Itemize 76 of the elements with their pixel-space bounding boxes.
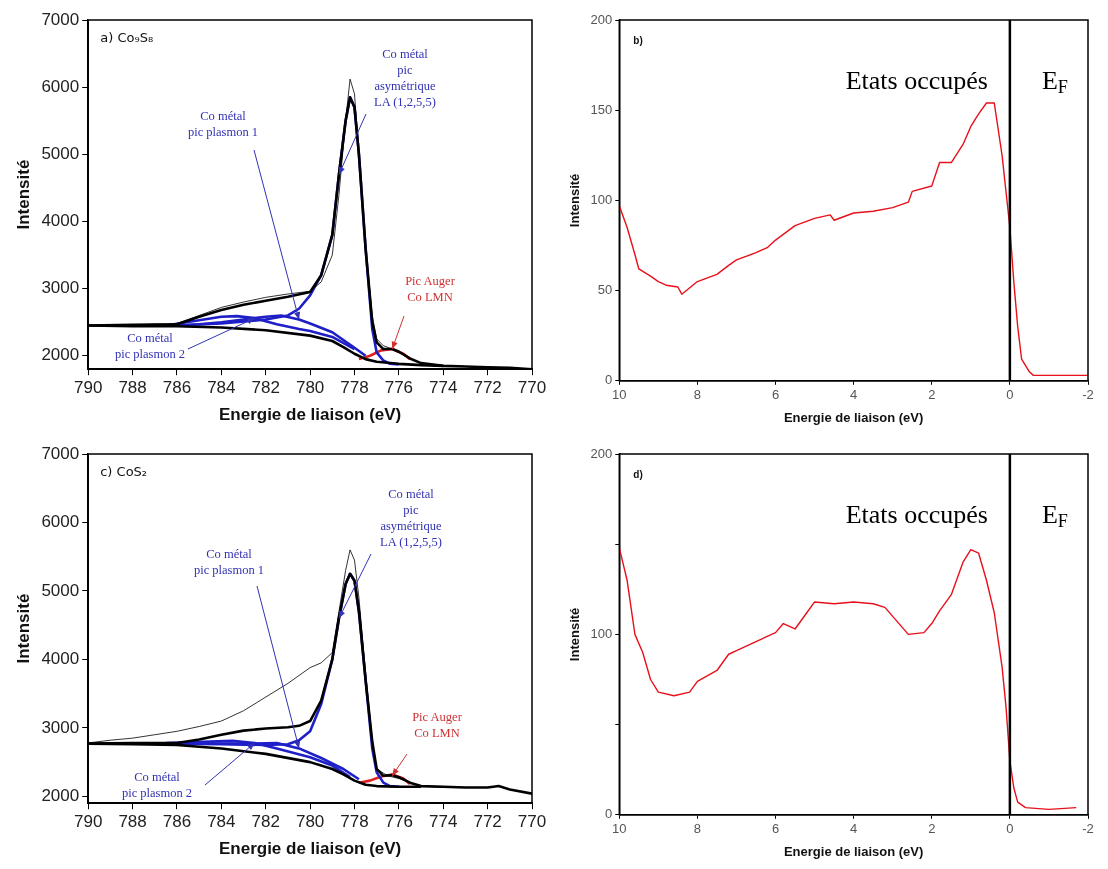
y-tick-label: 5000 (41, 580, 80, 600)
x-tick-label: 10 (612, 387, 627, 403)
x-tick-label: 4 (850, 387, 858, 403)
y-axis-title: Intensité (567, 173, 583, 228)
x-tick-label: 776 (384, 378, 414, 398)
annotation: Co métal pic plasmon 1 (187, 109, 259, 140)
x-tick-label: 776 (384, 812, 414, 832)
y-tick-label: 100 (590, 625, 613, 641)
x-tick-label: 780 (295, 812, 325, 832)
x-tick-label: 2 (928, 387, 936, 403)
annotation: Co métal pic plasmon 1 (193, 547, 265, 578)
annotation: Co métal pic plasmon 2 (121, 770, 193, 801)
x-axis-title: Energie de liaison (eV) (783, 843, 924, 859)
y-tick-label: 6000 (41, 76, 80, 96)
annotation: Co métal pic asymétrique LA (1,2,5,5) (374, 47, 436, 110)
x-tick-label: 770 (517, 378, 547, 398)
y-tick-label: 4000 (41, 649, 80, 669)
x-tick-label: 786 (162, 812, 192, 832)
text: a) Co₉S₈ (100, 29, 154, 45)
x-axis-title: Energie de liaison (eV) (218, 405, 402, 425)
x-tick-label: 6 (771, 821, 780, 837)
x-tick-label: 774 (429, 378, 458, 398)
x-tick-label: 0 (1006, 387, 1014, 403)
annotation: Etats occupés (845, 65, 988, 95)
text: c) CoS₂ (100, 463, 148, 479)
x-tick-label: 784 (207, 812, 236, 832)
x-tick-label: 778 (340, 378, 369, 398)
x-tick-label: -2 (1082, 821, 1094, 837)
x-tick-label: 8 (693, 821, 702, 837)
annotation: Co métal pic plasmon 2 (114, 331, 186, 362)
x-axis-title: Energie de liaison (eV) (218, 839, 402, 859)
y-tick-label: 4000 (41, 211, 80, 231)
y-tick-label: 200 (590, 11, 613, 27)
y-tick-label: 200 (590, 445, 613, 461)
y-axis-title: Intensité (567, 607, 583, 662)
y-tick-label: 100 (590, 191, 613, 207)
text: d) (633, 468, 643, 480)
x-tick-label: 784 (207, 378, 236, 398)
x-tick-label: 4 (850, 821, 858, 837)
x-tick-label: 788 (118, 812, 147, 832)
y-tick-label: 7000 (41, 9, 80, 29)
y-tick-label: 3000 (41, 717, 80, 737)
y-tick-label: 50 (597, 282, 613, 298)
y-axis-title: Intensité (13, 593, 33, 664)
x-tick-label: 790 (74, 378, 103, 398)
x-tick-label: -2 (1082, 387, 1094, 403)
x-tick-label: 772 (473, 378, 502, 398)
annotation: Pic Auger Co LMN (412, 710, 463, 741)
x-tick-label: 772 (473, 812, 502, 832)
y-tick-label: 7000 (41, 443, 80, 463)
x-tick-label: 786 (162, 378, 192, 398)
y-tick-label: 6000 (41, 512, 80, 532)
x-tick-label: 790 (74, 812, 103, 832)
x-tick-label: 782 (251, 812, 280, 832)
annotation: Etats occupés (845, 499, 988, 529)
x-tick-label: 774 (429, 812, 458, 832)
x-tick-label: 2 (928, 821, 936, 837)
x-tick-label: 10 (612, 821, 627, 837)
y-tick-label: 3000 (41, 278, 80, 298)
annotation: Co métal pic asymétrique LA (1,2,5,5) (380, 487, 442, 550)
text: b) (633, 34, 643, 46)
x-tick-label: 780 (295, 378, 325, 398)
y-axis-title: Intensité (13, 159, 33, 230)
y-tick-label: 2000 (41, 786, 80, 806)
x-axis-title: Energie de liaison (eV) (783, 409, 924, 425)
x-tick-label: 788 (118, 378, 147, 398)
x-tick-label: 778 (340, 812, 369, 832)
x-tick-label: 0 (1006, 821, 1014, 837)
x-tick-label: 782 (251, 378, 280, 398)
x-tick-label: 6 (771, 387, 780, 403)
y-tick-label: 150 (590, 101, 613, 117)
x-tick-label: 8 (693, 387, 702, 403)
y-tick-label: 2000 (41, 345, 80, 365)
y-tick-label: 5000 (41, 144, 80, 163)
annotation: Pic Auger Co LMN (405, 274, 456, 305)
x-tick-label: 770 (517, 812, 547, 832)
